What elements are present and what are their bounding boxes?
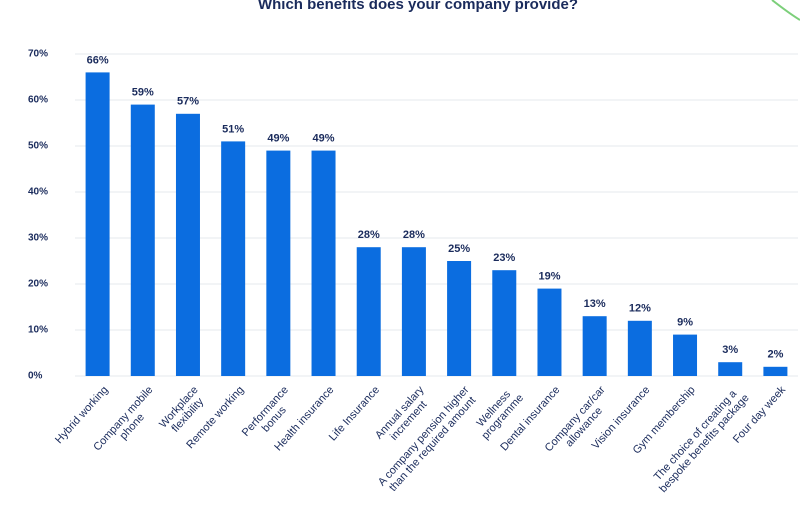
y-tick-label: 40% (28, 187, 48, 198)
value-label: 57% (177, 96, 199, 108)
value-label: 19% (538, 271, 560, 283)
value-label: 2% (767, 349, 783, 361)
y-tick-label: 60% (28, 95, 48, 106)
value-label: 28% (403, 229, 425, 241)
bar (356, 247, 381, 376)
bar (85, 72, 110, 377)
value-label: 13% (584, 298, 606, 310)
bar (221, 141, 246, 376)
bar (763, 366, 788, 376)
bar (627, 320, 652, 376)
y-tick-label: 0% (28, 371, 43, 382)
value-label: 9% (677, 317, 693, 329)
bar (130, 104, 155, 376)
value-label: 59% (132, 87, 154, 99)
y-tick-label: 10% (28, 325, 48, 336)
value-label: 49% (267, 133, 289, 145)
bar (582, 316, 607, 376)
value-label: 66% (87, 54, 109, 66)
bar (673, 334, 698, 376)
bar (266, 150, 291, 376)
bar (447, 261, 472, 376)
value-label: 3% (722, 344, 738, 356)
value-label: 25% (448, 243, 470, 255)
bar (492, 270, 517, 376)
value-label: 23% (493, 252, 515, 264)
value-label: 51% (222, 123, 244, 135)
chart-title: Which benefits does your company provide… (258, 0, 578, 13)
y-tick-label: 30% (28, 233, 48, 244)
value-label: 49% (313, 133, 335, 145)
bar (537, 288, 562, 376)
y-tick-label: 50% (28, 141, 48, 152)
value-label: 12% (629, 303, 651, 315)
bar (401, 247, 426, 376)
bar (718, 362, 743, 376)
y-tick-label: 20% (28, 279, 48, 290)
bar (175, 113, 200, 377)
y-tick-label: 70% (28, 49, 48, 60)
value-label: 28% (358, 229, 380, 241)
decoration (771, 0, 800, 21)
bar (311, 150, 336, 376)
